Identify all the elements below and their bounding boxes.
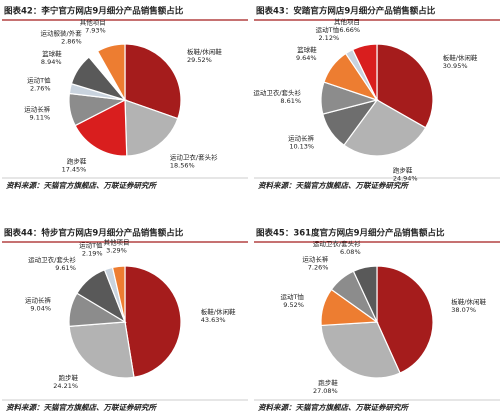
slice-label: 篮球鞋 — [42, 49, 62, 58]
slice-value-label: 8.94% — [41, 58, 62, 66]
pie-slice — [351, 43, 378, 101]
slice-value-label: 2.12% — [318, 34, 339, 42]
slice-label: 运动T恤 — [280, 292, 304, 301]
slice-value-label: 10.13% — [289, 143, 314, 151]
pie-slice — [320, 321, 401, 379]
pie-slice — [124, 99, 179, 157]
pie-slice — [68, 321, 135, 379]
pie-slice — [124, 265, 182, 378]
slice-label: 运动长裤 — [24, 105, 51, 114]
chart-title: 图表44：特步官方网店9月细分产品销售额占比 — [4, 228, 184, 239]
slice-value-label: 6.08% — [340, 248, 361, 256]
slice-label: 运动卫衣/套头衫 — [28, 255, 76, 264]
slice-label: 运动卫衣/套头衫 — [253, 88, 301, 97]
panel: 图表45：361度官方网店9月细分产品销售额占比资料来源：天猫官方旗舰店、万联证… — [254, 228, 500, 412]
slice-value-label: 9.61% — [55, 264, 76, 272]
slice-value-label: 18.56% — [170, 161, 195, 169]
slice-value-label: 30.95% — [443, 62, 468, 70]
slice-label: 运动T恤 — [316, 25, 340, 34]
slice-value-label: 3.29% — [106, 246, 127, 254]
slice-label: 跑步鞋 — [318, 378, 338, 387]
pie-slice — [96, 43, 126, 103]
slice-label: 运动长裤 — [288, 134, 315, 143]
pie-slice — [111, 265, 126, 323]
source: 资料来源：天猫官方旗舰店、万联证券研究所 — [258, 181, 409, 190]
slice-label: 运动服装/外套 — [41, 29, 83, 38]
slice-label: 运动长裤 — [302, 255, 329, 264]
slice-label: 运动T恤 — [79, 240, 103, 249]
slice-label: 板鞋/休闲鞋 — [443, 53, 478, 62]
slice-label: 板鞋/休闲鞋 — [451, 297, 486, 306]
slice-value-label: 24.21% — [53, 382, 78, 390]
slice-label: 其他项目 — [334, 17, 360, 26]
slice-label: 运动卫衣/套头衫 — [313, 239, 361, 248]
source: 资料来源：天猫官方旗舰店、万联证券研究所 — [6, 403, 157, 412]
slice-label: 板鞋/休闲鞋 — [187, 47, 222, 56]
panel: 图表42：李宁官方网店9月细分产品销售额占比资料来源：天猫官方旗舰店、万联证券研… — [2, 6, 248, 190]
slice-label: 跑步鞋 — [393, 165, 413, 174]
source: 资料来源：天猫官方旗舰店、万联证券研究所 — [258, 403, 409, 412]
slice-value-label: 38.07% — [451, 306, 476, 314]
chart-title: 图表43：安踏官方网店9月细分产品销售额占比 — [256, 6, 436, 17]
pie-slice — [376, 265, 434, 374]
slice-value-label: 17.45% — [62, 165, 87, 173]
slice-value-label: 24.94% — [393, 174, 418, 182]
slice-label: 其他项目 — [103, 237, 129, 246]
chart-title: 图表45：361度官方网店9月细分产品销售额占比 — [256, 228, 445, 239]
slice-label: 运动T恤 — [27, 76, 51, 85]
slice-value-label: 6.66% — [339, 26, 360, 34]
slice-value-label: 2.19% — [82, 249, 103, 257]
source: 资料来源：天猫官方旗舰店、万联证券研究所 — [6, 181, 157, 190]
pie-slice — [124, 43, 182, 120]
pie-slice — [376, 43, 434, 129]
slice-value-label: 9.52% — [283, 301, 304, 309]
slice-label: 跑步鞋 — [67, 156, 87, 165]
slice-value-label: 29.52% — [187, 56, 212, 64]
slice-value-label: 2.86% — [61, 38, 82, 46]
slice-value-label: 27.08% — [313, 387, 338, 395]
slice-value-label: 2.76% — [30, 85, 51, 93]
slice-value-label: 43.63% — [201, 316, 226, 324]
panel: 图表43：安踏官方网店9月细分产品销售额占比资料来源：天猫官方旗舰店、万联证券研… — [253, 6, 500, 190]
slice-label: 篮球鞋 — [297, 45, 317, 54]
slice-value-label: 9.04% — [30, 305, 51, 313]
slice-value-label: 8.61% — [280, 97, 301, 105]
slice-label: 运动卫衣/套头衫 — [170, 152, 218, 161]
chart-title: 图表42：李宁官方网店9月细分产品销售额占比 — [4, 6, 184, 17]
slice-value-label: 9.64% — [296, 54, 317, 62]
slice-label: 其他项目 — [80, 17, 106, 26]
slice-value-label: 7.26% — [308, 264, 329, 272]
pie-slice — [74, 99, 128, 157]
slice-label: 跑步鞋 — [59, 373, 79, 382]
slice-value-label: 7.93% — [85, 26, 106, 34]
slice-value-label: 9.11% — [30, 114, 51, 122]
panel: 图表44：特步官方网店9月细分产品销售额占比资料来源：天猫官方旗舰店、万联证券研… — [2, 228, 248, 412]
slice-label: 板鞋/休闲鞋 — [201, 307, 236, 316]
slice-label: 运动长裤 — [25, 296, 52, 305]
pie-slice — [352, 265, 378, 323]
pie-slice — [343, 99, 427, 157]
